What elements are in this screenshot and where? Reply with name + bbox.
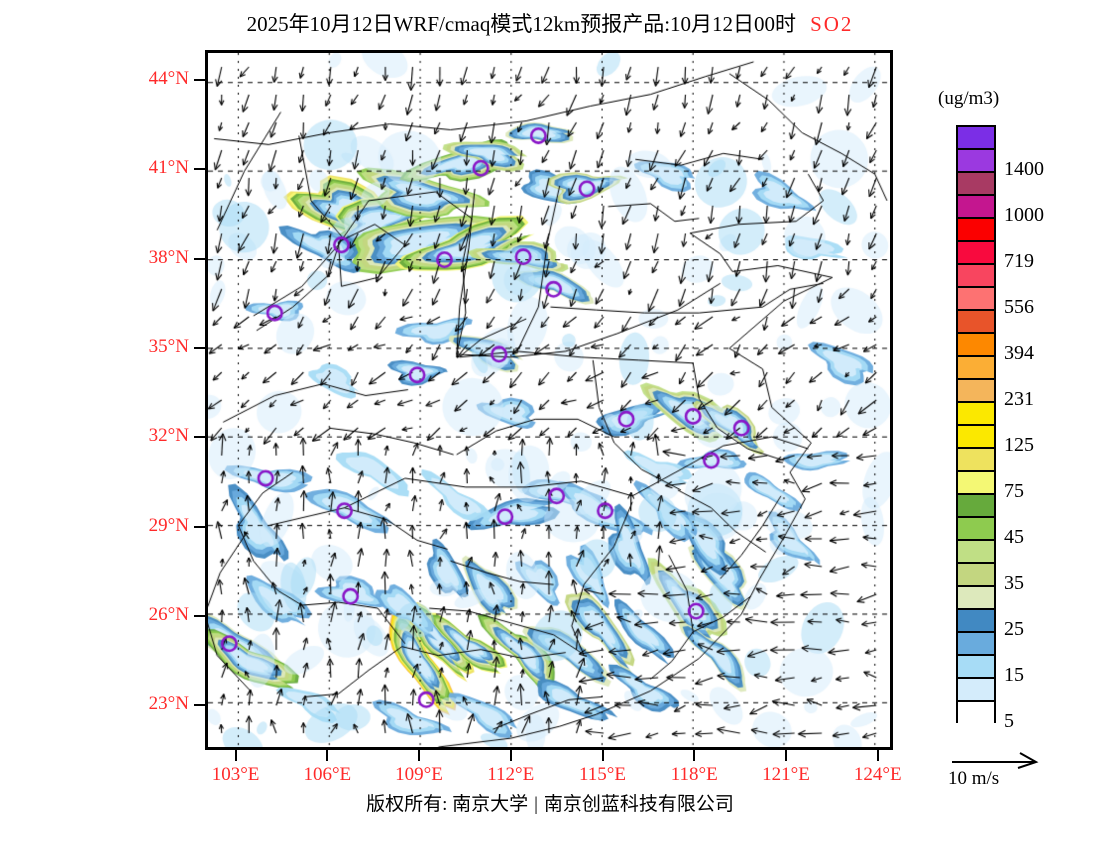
y-axis-label-44N: 44°N (148, 67, 189, 89)
colorbar-segment-14 (958, 449, 994, 472)
colorbar-tick-label-125: 125 (1004, 434, 1034, 456)
colorbar-segment-22 (958, 633, 994, 656)
x-axis-tick (418, 750, 421, 761)
x-axis-label-121E: 121°E (762, 764, 810, 785)
y-axis-label-41N: 41°N (148, 157, 189, 179)
colorbar-segment-0 (958, 127, 994, 150)
colorbar[interactable] (956, 125, 996, 725)
colorbar-tick-label-15: 15 (1004, 664, 1024, 686)
x-axis-label-124E: 124°E (853, 764, 902, 785)
x-axis-tick (234, 750, 237, 761)
colorbar-segment-10 (958, 357, 994, 380)
x-axis-tick (601, 750, 604, 761)
y-axis-tick (194, 704, 205, 707)
colorbar-segment-20 (958, 587, 994, 610)
y-axis-tick (194, 436, 205, 439)
title-species: SO2 (810, 12, 854, 36)
colorbar-tick-label-35: 35 (1004, 572, 1024, 594)
wind-scale-arrow-icon (952, 752, 1039, 769)
colorbar-segment-18 (958, 541, 994, 564)
colorbar-segment-23 (958, 656, 994, 679)
footer-company: 南京创蓝科技有限公司 (543, 794, 734, 815)
colorbar-tick-label-1000: 1000 (1004, 204, 1044, 226)
colorbar-segment-25 (958, 702, 994, 725)
y-axis-tick (194, 614, 205, 617)
y-axis-label-38N: 38°N (148, 246, 189, 268)
x-axis-label-118E: 118°E (670, 764, 718, 785)
colorbar-tick-label-556: 556 (1004, 296, 1034, 318)
colorbar-segment-24 (958, 679, 994, 702)
wind-scale-label: 10 m/s (948, 768, 1000, 789)
x-axis-label-106E: 106°E (303, 764, 352, 785)
y-axis-label-35N: 35°N (148, 335, 189, 357)
footer-separator: | (534, 794, 538, 815)
colorbar-segment-16 (958, 495, 994, 518)
x-axis-label-103E: 103°E (211, 764, 260, 785)
x-axis-label-115E: 115°E (579, 764, 626, 785)
colorbar-segment-6 (958, 265, 994, 288)
footer-owner: 版权所有: 南京大学 (366, 794, 529, 815)
x-axis-tick (876, 750, 879, 761)
colorbar-units: (ug/m3) (938, 88, 1000, 109)
colorbar-tick-label-719: 719 (1004, 250, 1034, 272)
y-axis-tick (194, 346, 205, 349)
colorbar-tick-label-394: 394 (1004, 342, 1034, 364)
colorbar-tick-label-231: 231 (1004, 388, 1034, 410)
x-axis-tick (326, 750, 329, 761)
y-axis-label-26N: 26°N (148, 603, 189, 625)
colorbar-segment-4 (958, 219, 994, 242)
colorbar-segment-9 (958, 334, 994, 357)
colorbar-segment-17 (958, 518, 994, 541)
x-axis-label-112E: 112°E (487, 764, 535, 785)
map-raster (208, 53, 890, 747)
x-axis-tick (509, 750, 512, 761)
colorbar-segment-11 (958, 380, 994, 403)
colorbar-segment-8 (958, 311, 994, 334)
colorbar-segment-12 (958, 403, 994, 426)
colorbar-segment-13 (958, 426, 994, 449)
page-title: 2025年10月12日WRF/cmaq模式12km预报产品:10月12日00时 S… (0, 8, 1100, 38)
y-axis-label-32N: 32°N (148, 425, 189, 447)
colorbar-segment-1 (958, 150, 994, 173)
y-axis-tick (194, 525, 205, 528)
colorbar-segment-5 (958, 242, 994, 265)
y-axis-tick (194, 168, 205, 171)
colorbar-tick-label-25: 25 (1004, 618, 1024, 640)
x-axis-label-109E: 109°E (395, 764, 443, 785)
x-axis-tick (784, 750, 787, 761)
y-axis-tick (194, 78, 205, 81)
colorbar-segment-7 (958, 288, 994, 311)
colorbar-tick-label-5: 5 (1004, 710, 1014, 732)
title-text: 2025年10月12日WRF/cmaq模式12km预报产品:10月12日00时 (246, 12, 797, 36)
footer-copyright: 版权所有: 南京大学 | 南京创蓝科技有限公司 (0, 789, 1100, 816)
colorbar-tick-label-1400: 1400 (1004, 158, 1044, 180)
colorbar-tick-label-45: 45 (1004, 526, 1024, 548)
colorbar-segment-21 (958, 610, 994, 633)
colorbar-segment-19 (958, 564, 994, 587)
colorbar-segment-2 (958, 173, 994, 196)
y-axis-tick (194, 257, 205, 260)
forecast-map[interactable] (205, 50, 893, 750)
colorbar-segment-3 (958, 196, 994, 219)
y-axis-label-23N: 23°N (148, 693, 189, 715)
colorbar-segment-15 (958, 472, 994, 495)
x-axis-tick (693, 750, 696, 761)
y-axis-label-29N: 29°N (148, 514, 189, 536)
colorbar-tick-label-75: 75 (1004, 480, 1024, 502)
